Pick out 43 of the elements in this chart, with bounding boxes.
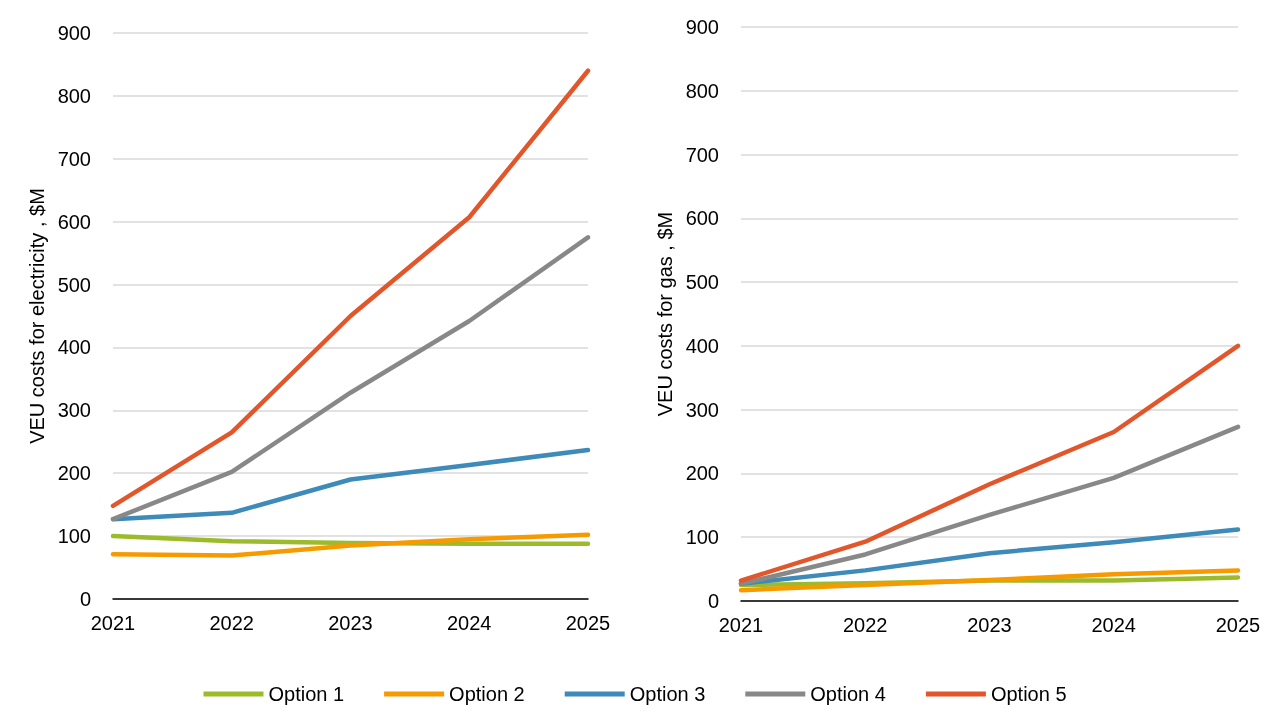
y-tick-label: 300 [685,398,719,421]
y-tick-label: 600 [685,207,719,230]
y-tick-label: 600 [57,210,91,233]
y-tick-label: 0 [707,590,719,612]
x-tick-label: 2023 [328,612,373,634]
y-tick-label: 700 [57,147,91,170]
legend-label: Option 4 [810,683,886,705]
legend-label: Option 1 [268,683,345,705]
legend-label: Option 3 [629,683,706,705]
y-tick-label: 0 [79,588,91,610]
y-tick-label: 800 [685,79,719,102]
y-tick-label: 900 [685,16,719,38]
x-tick-label: 2024 [1091,614,1136,636]
x-tick-label: 2021 [90,612,136,634]
line-series [110,68,591,509]
y-tick-label: 500 [685,271,719,294]
y-tick-label: 400 [57,336,91,359]
y-tick-label: 500 [57,273,91,296]
x-tick-label: 2022 [843,614,888,636]
x-tick-label: 2025 [1215,614,1261,636]
y-tick-label: 400 [685,334,719,357]
x-tick-label: 2023 [967,614,1012,636]
x-tick-label: 2024 [447,612,492,634]
line-series [110,235,591,522]
line-series [738,568,1241,593]
y-axis-title: VEU costs for gas , $M [653,211,676,417]
y-tick-label: 200 [685,462,719,485]
y-axis-title: VEU costs for electricity , $M [26,188,48,444]
y-tick-label: 900 [57,22,91,44]
y-tick-label: 200 [57,462,91,485]
line-series [110,532,591,558]
line-series [738,343,1241,583]
y-tick-label: 100 [57,525,91,548]
x-tick-label: 2025 [565,612,611,634]
y-tick-label: 300 [57,399,91,422]
y-tick-label: 700 [685,143,719,166]
legend-label: Option 5 [990,683,1067,705]
line-series [738,424,1241,587]
y-tick-label: 100 [685,526,719,549]
legend-label: Option 2 [449,683,525,705]
x-tick-label: 2022 [209,612,254,634]
x-tick-label: 2021 [718,614,764,636]
y-tick-label: 800 [57,84,91,107]
